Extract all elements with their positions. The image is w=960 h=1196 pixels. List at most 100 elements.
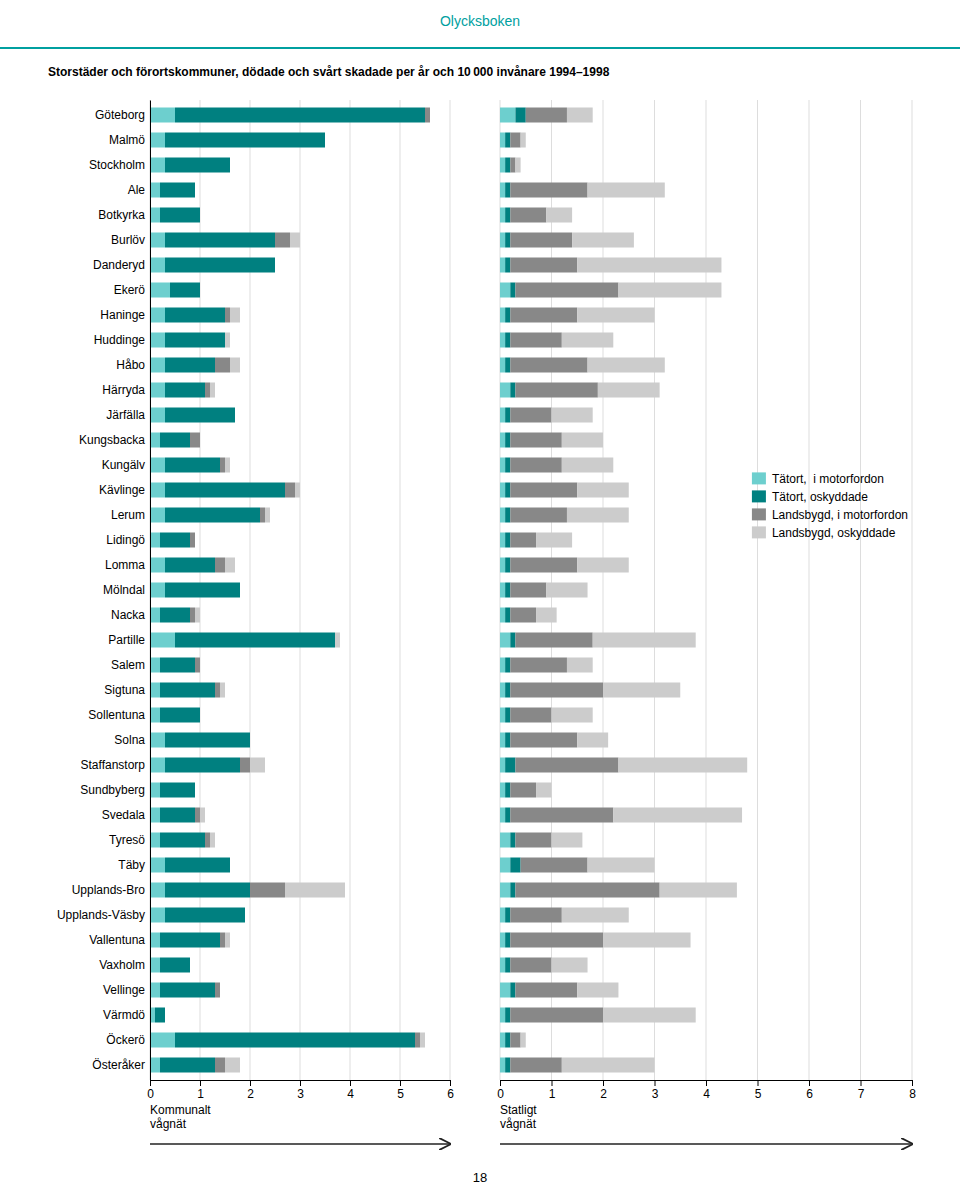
bar [200, 433, 201, 448]
bar [165, 1008, 166, 1023]
bar [505, 133, 510, 148]
axis-line [501, 1081, 913, 1087]
subtitle: Storstäder och förortskommuner, dödade o… [48, 65, 610, 79]
bar [150, 758, 165, 773]
bar [510, 1058, 562, 1073]
bar [150, 933, 160, 948]
legend-swatch [752, 508, 766, 520]
bar [515, 883, 659, 898]
bar [603, 683, 680, 698]
bar [165, 458, 220, 473]
tick-label: Kungsbacka [79, 433, 145, 447]
tick: Lerum [111, 508, 145, 522]
bar [200, 808, 205, 823]
bar [510, 358, 587, 373]
bar [190, 433, 200, 448]
bar [200, 208, 201, 223]
bar [526, 108, 567, 123]
bar [210, 833, 215, 848]
tick-mark [250, 1080, 251, 1086]
tick-label: Lidingö [106, 533, 145, 547]
bar [603, 1008, 696, 1023]
tick: Staffanstorp [81, 758, 146, 772]
bar [536, 533, 572, 548]
bar [225, 933, 230, 948]
bar [505, 708, 510, 723]
bar [160, 1058, 215, 1073]
bar [505, 533, 510, 548]
bar [500, 358, 505, 373]
bar [500, 833, 510, 848]
bar [235, 408, 236, 423]
bar [510, 883, 515, 898]
tick-label: Solna [114, 733, 145, 747]
bar [510, 683, 603, 698]
legend-item: Landsbygd, oskyddade [752, 526, 896, 540]
bar [150, 583, 165, 598]
tick-mark [552, 1080, 553, 1086]
bar [155, 1008, 165, 1023]
bar [552, 833, 583, 848]
axis-line [151, 1081, 451, 1087]
bar [150, 858, 165, 873]
bar [275, 233, 290, 248]
bar [546, 208, 572, 223]
bar [500, 283, 510, 298]
panel: 0123456GöteborgMalmöStockholmAleBotkyrka… [57, 100, 454, 1144]
bar [515, 158, 520, 173]
bar [510, 158, 515, 173]
bar [150, 433, 160, 448]
bar [325, 133, 326, 148]
axis-arrow [150, 1143, 450, 1145]
grid-line [400, 100, 401, 1080]
bar [500, 458, 505, 473]
tick: Håbo [116, 358, 145, 372]
bar [588, 858, 655, 873]
bar [515, 833, 551, 848]
bar [510, 233, 572, 248]
series [190, 108, 430, 1073]
bar [160, 833, 205, 848]
bar [577, 483, 629, 498]
tick-label: 6 [806, 1087, 813, 1101]
bar [230, 158, 231, 173]
tick: Lomma [105, 558, 145, 572]
bar [510, 933, 603, 948]
tick-label: Upplands-Väsby [57, 908, 145, 922]
bar [510, 983, 515, 998]
tick-label: 4 [703, 1087, 710, 1101]
bar [225, 558, 235, 573]
bar [562, 458, 614, 473]
tick-mark [809, 1080, 810, 1086]
axis-label: Kommunaltvågnät [150, 1103, 211, 1131]
tick-mark [655, 1080, 656, 1086]
tick-label: 3 [297, 1087, 304, 1101]
tick: 5 [397, 1080, 404, 1101]
bar [220, 933, 225, 948]
tick: 6 [806, 1080, 813, 1101]
bar [165, 233, 275, 248]
bar [562, 908, 629, 923]
bar [510, 283, 515, 298]
tick-label: 8 [909, 1087, 916, 1101]
tick-label: Kävlinge [99, 483, 145, 497]
bar [510, 483, 577, 498]
tick-label: Danderyd [93, 258, 145, 272]
bar [225, 308, 230, 323]
bar [510, 508, 567, 523]
bar [165, 133, 325, 148]
bar [505, 183, 510, 198]
tick-label: Göteborg [95, 108, 145, 122]
bar [567, 108, 593, 123]
bar [225, 458, 230, 473]
tick: Mölndal [103, 583, 145, 597]
bar [505, 1008, 510, 1023]
bar [577, 558, 629, 573]
bar [500, 958, 505, 973]
bar [505, 608, 510, 623]
bar [546, 583, 587, 598]
bar [521, 858, 588, 873]
bar [577, 733, 608, 748]
bar [160, 433, 190, 448]
tick-mark [758, 1080, 759, 1086]
